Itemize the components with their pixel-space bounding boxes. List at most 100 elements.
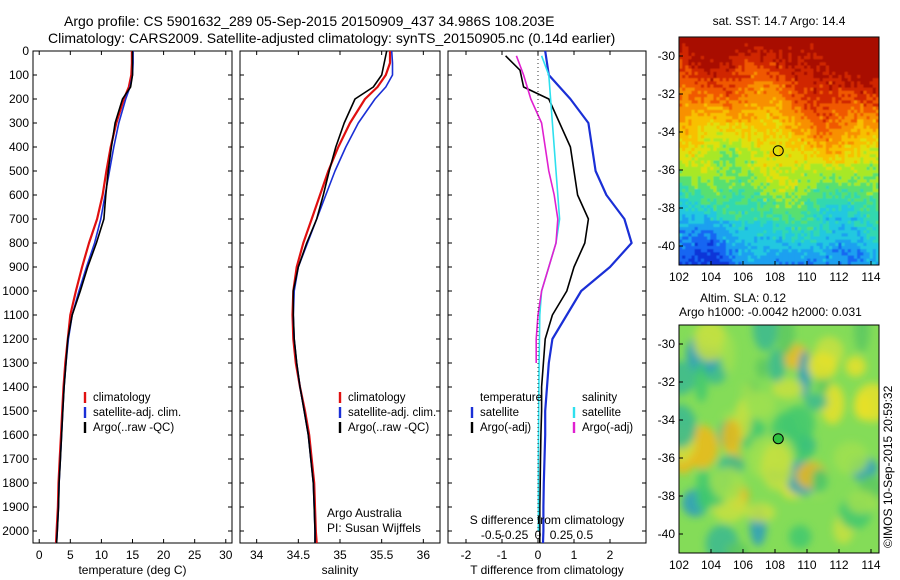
x-tick-label: 35: [333, 548, 347, 562]
series-line-satellite-adj-clim-: [55, 51, 134, 544]
s-tick-label: 0: [535, 528, 542, 542]
title-line1: Argo profile: CS 5901632_289 05-Sep-2015…: [64, 13, 554, 29]
x-tick-label: 112: [829, 270, 848, 284]
x-tick-label: 102: [669, 558, 689, 572]
x-tick-label: 1: [571, 548, 578, 562]
x-axis-label: T difference from climatology: [470, 563, 624, 577]
x-tick-label: 106: [733, 558, 753, 572]
x-tick-label: 108: [765, 558, 785, 572]
series-line-temperature-satellite: [541, 50, 633, 544]
legend-label: Argo(-adj): [582, 422, 633, 434]
temperature-panel: 0100200300400500600700800900100011001200…: [2, 44, 232, 577]
legend-label: climatology: [348, 392, 406, 404]
s-tick-label: 0.25: [550, 528, 574, 542]
y-tick-label: -30: [658, 49, 676, 63]
y-tick-label: 700: [9, 212, 29, 226]
y-tick-label: 900: [9, 260, 29, 274]
x-tick-label: 0: [535, 548, 542, 562]
y-tick-label: 100: [9, 68, 29, 82]
legend-label: Argo(..raw -QC): [93, 422, 174, 434]
y-tick-label: 400: [9, 140, 29, 154]
legend-label: satellite: [480, 407, 519, 419]
sst-map-panel: 102 104 106 108 110 112 114 -30 -32 -34 -36 -38 -40 s…: [658, 14, 881, 284]
sla-map-panel: 102 104 106 108 110 112 114 -30 -32 -34 -36 -38 -40 A…: [658, 291, 881, 572]
x-tick-label: 34: [250, 548, 264, 562]
x-tick-label: 20: [157, 548, 171, 562]
argo-float-marker: [772, 433, 784, 445]
plot-frame: [239, 50, 441, 544]
y-tick-label: -38: [658, 201, 676, 215]
title-line2: Climatology: CARS2009. Satellite-adjuste…: [48, 30, 615, 46]
sla-map-title: Altim. SLA: 0.12: [700, 291, 786, 305]
sla-map-subtitle: Argo h1000: -0.0042 h2000: 0.031: [679, 305, 862, 319]
y-tick-label: -34: [658, 413, 676, 427]
y-tick-label: 2000: [2, 524, 29, 538]
sst-map-title: sat. SST: 14.7 Argo: 14.4: [713, 14, 846, 28]
x-tick-label: 114: [861, 558, 880, 572]
legend-group-title: salinity: [582, 392, 617, 404]
map-frame: [678, 324, 880, 554]
x-tick-label: 104: [701, 270, 721, 284]
y-tick-label: 1000: [2, 284, 29, 298]
s-tick-label: -0.5: [481, 528, 502, 542]
legend-label: satellite-adj. clim.: [348, 407, 436, 419]
x-tick-label: 34.5: [287, 548, 311, 562]
y-tick-label: 1500: [2, 404, 29, 418]
salinity-panel: 34 34.5 35 35.5 36 salinity climatology satelli…: [239, 50, 441, 577]
x-axis-label: salinity: [322, 563, 359, 577]
imos-watermark: ©IMOS 10-Sep-2015 20:59:32: [881, 385, 895, 548]
x-tick-label: 15: [126, 548, 140, 562]
y-tick-label: -34: [658, 125, 676, 139]
y-tick-label: -38: [658, 489, 676, 503]
series-line-climatology: [54, 51, 133, 544]
y-tick-label: 300: [9, 116, 29, 130]
y-tick-label: -36: [658, 163, 676, 177]
x-tick-label: 30: [219, 548, 233, 562]
y-tick-label: -32: [658, 375, 676, 389]
series-line-argo-raw-qc-: [292, 50, 388, 543]
x-tick-label: 2: [607, 548, 614, 562]
series-line-salinity-argo-adj-: [515, 55, 559, 363]
map-frame: [678, 36, 880, 266]
x-tick-label: 110: [797, 558, 816, 572]
y-tick-label: 1900: [2, 500, 29, 514]
series-line-salinity-satellite: [537, 55, 561, 531]
legend-label: Argo(..raw -QC): [348, 422, 429, 434]
plot-frame: [32, 50, 233, 544]
y-tick-label: 1700: [2, 452, 29, 466]
x-tick-label: 114: [861, 270, 880, 284]
y-tick-label: 1800: [2, 476, 29, 490]
x-axis-label: temperature (deg C): [78, 563, 186, 577]
y-tick-label: -36: [658, 451, 676, 465]
y-tick-label: 1600: [2, 428, 29, 442]
series-line-argo-raw-qc-: [55, 51, 134, 544]
argo-float-marker: [772, 145, 784, 157]
series-line-temperature-argo-adj-: [505, 55, 590, 543]
y-tick-label: 1100: [3, 308, 29, 322]
x-tick-label: 102: [669, 270, 689, 284]
pi-label: PI: Susan Wijffels: [327, 521, 421, 535]
x-tick-label: -2: [461, 548, 472, 562]
x-tick-label: 106: [733, 270, 753, 284]
y-tick-label: 800: [9, 236, 29, 250]
x-tick-label: -1: [497, 548, 508, 562]
y-tick-label: 0: [22, 44, 29, 58]
legend-label: climatology: [93, 392, 151, 404]
y-tick-label: 1400: [2, 380, 29, 394]
legend-label: satellite: [582, 407, 621, 419]
legend-label: Argo(-adj): [480, 422, 531, 434]
x-tick-label: 36: [417, 548, 431, 562]
x-tick-label: 108: [765, 270, 785, 284]
x-tick-label: 25: [188, 548, 202, 562]
x-tick-label: 0: [36, 548, 43, 562]
y-tick-label: -40: [658, 239, 676, 253]
difference-panel: -2 -1 0 1 2T difference from climatology S di…: [447, 50, 647, 577]
credit-label: Argo Australia: [327, 506, 402, 520]
s-tick-label: -0.25: [501, 528, 529, 542]
y-tick-label: -40: [658, 527, 676, 541]
y-tick-label: 200: [9, 92, 29, 106]
y-tick-label: -30: [658, 337, 676, 351]
y-tick-label: 1300: [2, 356, 29, 370]
x-tick-label: 110: [797, 270, 816, 284]
